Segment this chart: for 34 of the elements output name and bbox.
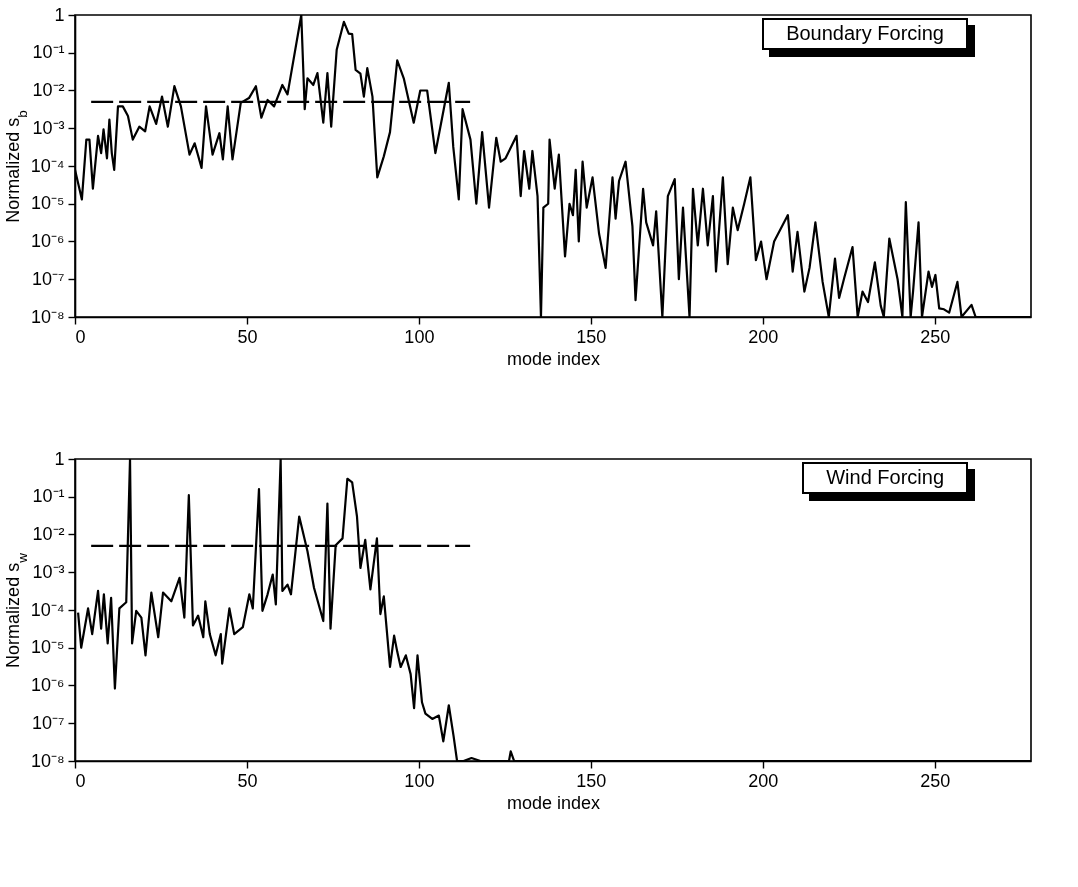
y-tick-label: 1 [54, 4, 65, 25]
y-tick-label: 10⁻¹ [32, 486, 65, 507]
x-tick-label: 100 [404, 770, 435, 791]
x-tick-label: 100 [404, 326, 435, 347]
annotation: Boundary Forcing [762, 18, 968, 50]
x-axis-title: mode index [506, 792, 601, 813]
annotation: Wind Forcing [802, 462, 968, 494]
y-tick-label: 10⁻⁴ [30, 599, 65, 620]
x-tick-label: 250 [920, 770, 951, 791]
x-tick-label: 200 [748, 326, 779, 347]
x-tick-label: 0 [75, 770, 86, 791]
y-tick-label: 10⁻⁸ [30, 306, 65, 327]
y-tick-label: 10⁻⁵ [31, 193, 65, 214]
y-tick-label: 10⁻⁸ [30, 750, 65, 771]
y-tick-label: 10⁻⁴ [30, 155, 65, 176]
x-tick-label: 200 [748, 770, 779, 791]
x-axis-title: mode index [506, 348, 601, 369]
x-tick-label: 150 [576, 770, 607, 791]
x-tick-label: 50 [237, 770, 258, 791]
y-tick-label: 10⁻² [32, 80, 65, 100]
y-tick-label: 1 [54, 448, 65, 469]
y-tick-label: 10⁻⁷ [31, 712, 65, 733]
y-tick-label: 10⁻⁵ [31, 637, 65, 658]
y-tick-label: 10⁻² [32, 524, 65, 544]
x-tick-label: 250 [920, 326, 951, 347]
x-tick-label: 0 [75, 326, 86, 347]
y-tick-label: 10⁻¹ [32, 42, 65, 63]
y-tick-label: 10⁻⁶ [31, 675, 65, 695]
y-tick-label: 10⁻⁷ [31, 268, 65, 289]
y-tick-label: 10⁻³ [32, 117, 65, 138]
x-tick-label: 150 [576, 326, 607, 347]
y-tick-label: 10⁻⁶ [31, 231, 65, 251]
x-tick-label: 50 [237, 326, 258, 347]
y-tick-label: 10⁻³ [32, 561, 65, 582]
